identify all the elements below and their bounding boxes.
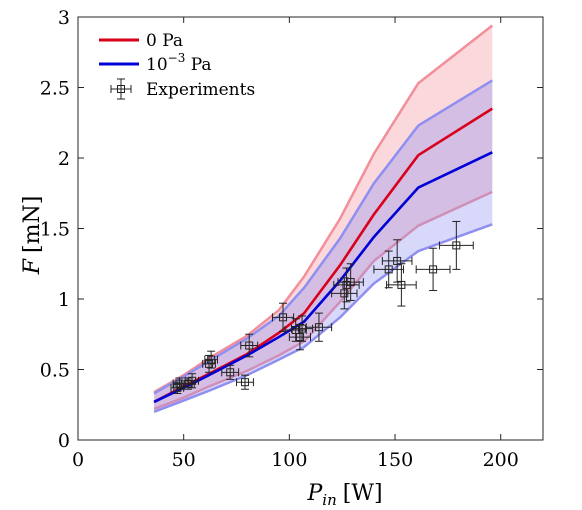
- y-tick-labels: 0 0.5 1 1.5 2 2.5 3: [40, 7, 70, 452]
- y-tick-label: 0.5: [40, 360, 70, 382]
- experiment-points: [170, 220, 474, 394]
- x-tick-labels: 0 50 100 150 200: [72, 449, 519, 471]
- band-upper-edge-0: [153, 24, 494, 394]
- experiment-point: [271, 302, 295, 332]
- y-axis-title: F[mN]: [20, 196, 45, 276]
- x-tick-label: 0: [72, 449, 84, 471]
- x-tick-label: 200: [483, 449, 519, 471]
- experiment-point: [240, 333, 259, 358]
- experiment-point: [185, 373, 199, 389]
- band-upper-edge-1: [153, 79, 493, 395]
- experiment-point: [438, 220, 474, 270]
- experiment-point: [381, 239, 413, 283]
- band-lower-edge-1: [153, 223, 493, 413]
- x-tick-label: 150: [377, 449, 413, 471]
- legend-label-0pa: 0 Pa: [146, 31, 183, 51]
- experiment-point: [337, 263, 364, 301]
- band-lower-edge-0: [153, 190, 493, 411]
- experiment-point: [288, 323, 311, 351]
- experiment-point: [386, 263, 417, 307]
- legend-swatch-experiments: [110, 78, 132, 100]
- experiment-point: [331, 277, 358, 310]
- axis-ticks: [77, 16, 543, 441]
- y-tick-label: 1.5: [40, 219, 70, 241]
- y-tick-label: 2: [58, 148, 70, 170]
- x-tick-label: 50: [172, 449, 196, 471]
- legend-label-experiments: Experiments: [146, 80, 255, 100]
- x-axis-title: Pin [W]: [306, 481, 382, 509]
- experiment-point: [290, 315, 314, 342]
- band-series-0: [154, 25, 493, 409]
- experiment-point: [333, 267, 360, 303]
- experiment-point: [373, 250, 404, 289]
- x-tick-label: 100: [271, 449, 307, 471]
- legend: 0 Pa 10−3 Pa Experiments: [99, 31, 255, 100]
- y-tick-label: 3: [58, 7, 70, 29]
- y-tick-label: 0: [58, 430, 70, 452]
- uncertainty-bands: [153, 24, 494, 413]
- experiment-point: [202, 354, 216, 373]
- legend-label-vacuum: 10−3 Pa: [146, 51, 212, 75]
- experiment-point: [415, 247, 451, 292]
- experiment-point: [236, 374, 254, 390]
- experiment-point: [204, 350, 218, 369]
- y-tick-label: 2.5: [40, 78, 70, 100]
- y-tick-label: 1: [58, 289, 70, 311]
- band-series-1: [154, 80, 493, 412]
- experiment-point: [305, 312, 333, 342]
- experiment-point: [221, 364, 240, 380]
